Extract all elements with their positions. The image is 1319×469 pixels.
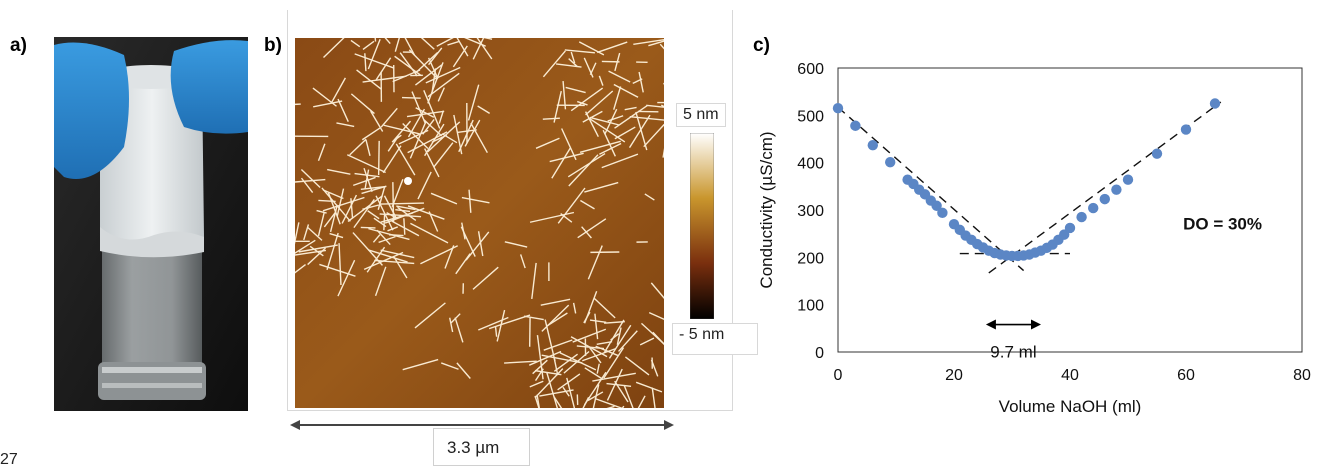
y-tick-label: 0	[815, 345, 824, 362]
data-point	[1100, 194, 1110, 204]
conductivity-chart: 0 100 200 300 400 500 600 0 20 40 60 80 9.7 ml DO …	[740, 50, 1319, 445]
data-point	[937, 208, 947, 218]
data-point	[1111, 184, 1121, 194]
width-arrow-left-head	[986, 320, 996, 330]
data-point	[850, 121, 860, 131]
data-point	[868, 140, 878, 150]
x-tick-label: 0	[834, 367, 843, 384]
afm-topography	[295, 38, 664, 408]
colorbar	[690, 133, 714, 319]
y-tick-label: 600	[797, 61, 824, 78]
x-tick-label: 80	[1293, 367, 1311, 384]
y-tick-label: 300	[797, 203, 824, 220]
vial-illustration	[54, 37, 248, 411]
panel-label-a: a)	[10, 35, 27, 57]
scale-bar-label: 3.3 µm	[447, 438, 499, 458]
data-point	[1065, 223, 1075, 233]
width-arrow-right-head	[1031, 320, 1041, 330]
panel-label-b: b)	[264, 35, 282, 57]
afm-image	[295, 38, 664, 408]
data-point	[1152, 148, 1162, 158]
y-tick-label: 500	[797, 108, 824, 125]
y-tick-label: 200	[797, 250, 824, 267]
y-tick-label: 100	[797, 298, 824, 315]
data-point	[1088, 203, 1098, 213]
gel-vial-photo	[54, 37, 248, 411]
data-point	[1123, 175, 1133, 185]
x-tick-label: 20	[945, 367, 963, 384]
y-axis-label: Conductivity (µS/cm)	[757, 131, 776, 288]
fit-line	[838, 107, 1024, 270]
data-point	[1076, 212, 1086, 222]
x-tick-label: 60	[1177, 367, 1195, 384]
y-tick-label: 400	[797, 156, 824, 173]
data-point	[1210, 98, 1220, 108]
data-point	[885, 157, 895, 167]
colorbar-max-label: 5 nm	[676, 103, 726, 127]
data-point	[1181, 124, 1191, 134]
data-point	[833, 103, 843, 113]
do-annotation: DO = 30%	[1183, 214, 1262, 233]
width-annotation: 9.7 ml	[990, 343, 1036, 362]
x-tick-label: 40	[1061, 367, 1079, 384]
plot-area	[838, 68, 1302, 352]
page-number: 27	[0, 451, 18, 469]
x-axis-label: Volume NaOH (ml)	[999, 397, 1142, 416]
